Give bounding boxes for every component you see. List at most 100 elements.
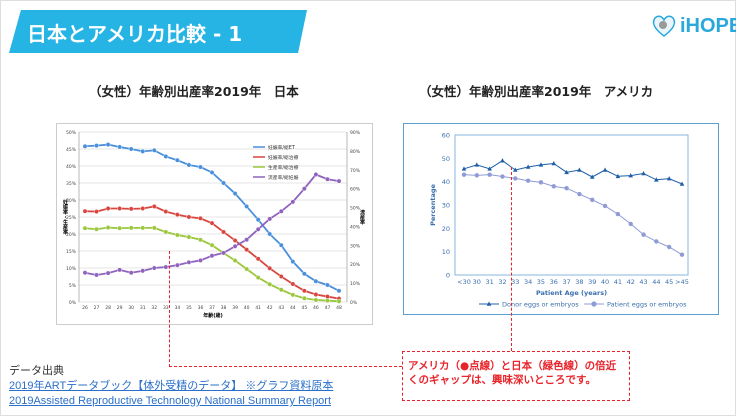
y-axis-label: 妊娠率・生産率 xyxy=(62,199,69,236)
data-point xyxy=(654,239,659,244)
x-tick-label: 27 xyxy=(94,305,100,311)
data-point xyxy=(301,271,307,277)
y-tick-label: 40% xyxy=(66,164,77,170)
data-point xyxy=(301,295,307,301)
data-point xyxy=(105,270,111,276)
data-point xyxy=(244,266,250,272)
data-point xyxy=(602,203,608,209)
data-point xyxy=(128,146,134,152)
data-point xyxy=(186,162,192,168)
x-tick-label: 42 xyxy=(267,305,273,311)
data-point xyxy=(500,174,505,179)
data-point xyxy=(267,281,273,287)
source-label: データ出典 xyxy=(9,365,64,377)
source-link-japan[interactable]: 2019年ARTデータブック【体外受精のデータ】 ※グラフ資料原本 xyxy=(9,380,334,392)
legend-label: 流産率/総妊娠 xyxy=(268,174,299,181)
data-point xyxy=(577,191,582,197)
data-point xyxy=(278,242,284,248)
data-point xyxy=(267,265,273,271)
logo: iHOPE xyxy=(651,13,736,39)
data-point xyxy=(615,211,621,217)
data-point xyxy=(290,259,296,264)
data-point xyxy=(163,209,169,214)
data-point xyxy=(221,250,226,256)
y-tick-label: 5% xyxy=(69,283,77,289)
y-axis-label: Percentage xyxy=(429,184,437,226)
data-point xyxy=(538,180,544,185)
data-point xyxy=(325,294,330,299)
data-point xyxy=(278,274,284,279)
data-point xyxy=(174,157,180,163)
data-point xyxy=(290,292,296,298)
data-point xyxy=(82,208,88,214)
x-tick-label: 35 xyxy=(537,278,545,286)
y-tick-label: 40 xyxy=(442,178,450,186)
y-tick-label: 20 xyxy=(442,225,450,233)
data-point xyxy=(82,143,88,149)
data-point xyxy=(209,253,215,259)
data-point xyxy=(679,252,685,257)
y-tick-label: 10% xyxy=(66,266,77,272)
data-point xyxy=(628,173,634,178)
data-point xyxy=(232,258,238,263)
y2-tick-label: 60% xyxy=(350,187,361,193)
data-point xyxy=(163,154,169,159)
series-line xyxy=(84,143,340,292)
data-point xyxy=(255,226,261,232)
data-point xyxy=(186,234,192,240)
y-tick-label: 30% xyxy=(66,198,77,204)
legend-label: 妊娠率/総ET xyxy=(268,144,295,151)
data-point xyxy=(628,221,633,227)
data-point xyxy=(198,237,203,243)
source-link-usa[interactable]: 2019Assisted Reproductive Technology Nat… xyxy=(9,395,332,407)
y2-tick-label: 90% xyxy=(350,130,361,136)
y-tick-label: 50% xyxy=(66,130,77,136)
data-point xyxy=(313,172,319,177)
y2-tick-label: 40% xyxy=(350,224,361,230)
data-point xyxy=(105,225,111,230)
japan-chart-title: （女性）年齢別出産率2019年 日本 xyxy=(89,84,299,99)
data-point xyxy=(128,206,134,212)
x-tick-label: 43 xyxy=(639,278,647,286)
data-point xyxy=(641,232,646,237)
data-point xyxy=(500,158,505,163)
x-tick-label: 39 xyxy=(232,305,238,311)
data-point xyxy=(538,162,544,167)
x-tick-label: 32 xyxy=(498,278,506,286)
data-point xyxy=(654,177,659,182)
legend-label: 妊娠率/総治療 xyxy=(268,154,299,161)
data-point xyxy=(94,226,99,232)
data-point xyxy=(577,167,582,172)
data-point xyxy=(198,258,203,263)
data-point xyxy=(163,229,169,235)
data-point xyxy=(512,167,518,172)
legend-label: 生産率/総治療 xyxy=(268,164,299,171)
data-point xyxy=(255,275,261,280)
data-point xyxy=(198,215,203,221)
x-tick-label: 33 xyxy=(511,278,519,286)
x-tick-label: 35 xyxy=(186,305,192,311)
x-tick-label: 29 xyxy=(117,305,123,311)
y-tick-label: 0 xyxy=(446,272,450,280)
data-point xyxy=(666,244,672,250)
data-point xyxy=(198,164,203,170)
legend-label: Patient eggs or embryos xyxy=(607,300,687,308)
data-point xyxy=(94,272,99,278)
x-tick-label: 33 xyxy=(163,305,169,311)
data-point xyxy=(336,178,342,184)
data-point xyxy=(151,147,157,153)
x-tick-label: 36 xyxy=(198,305,204,311)
data-point xyxy=(564,169,569,175)
data-point xyxy=(232,191,238,196)
data-point xyxy=(128,270,134,276)
x-tick-label: 34 xyxy=(524,278,532,286)
data-point xyxy=(461,166,467,171)
data-point xyxy=(94,143,99,148)
data-point xyxy=(151,265,157,271)
data-point xyxy=(244,204,250,209)
y2-tick-label: 50% xyxy=(350,206,361,212)
x-tick-label: <30 xyxy=(457,278,471,286)
x-tick-label: 47 xyxy=(325,305,331,311)
x-tick-label: 30 xyxy=(128,305,134,311)
x-tick-label: 34 xyxy=(174,305,180,311)
